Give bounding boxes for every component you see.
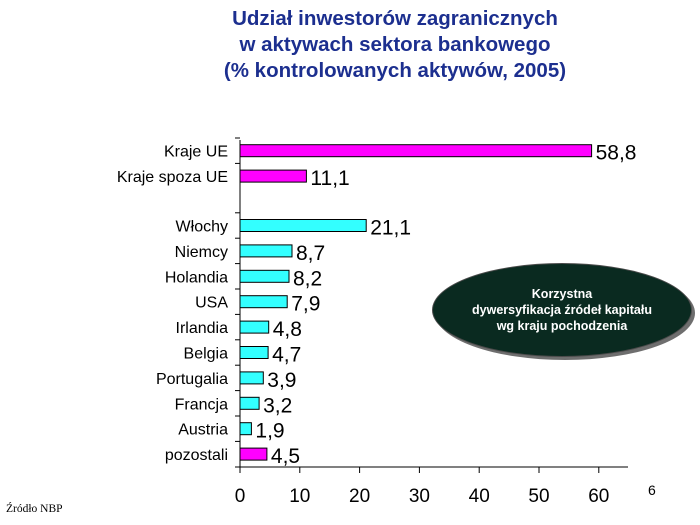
chart-title-line-2: w aktywach sektora bankowego [239, 33, 551, 56]
bar [239, 219, 367, 232]
chart-title-line-1: Udział inwestorów zagranicznych [232, 7, 558, 30]
category-label: Irlandia [176, 320, 229, 337]
bar [239, 346, 269, 359]
value-label: 1,9 [255, 420, 284, 443]
bar [239, 144, 593, 158]
category-label: Portugalia [156, 371, 228, 388]
bar [239, 422, 252, 436]
bar [239, 244, 293, 258]
x-tick-label: 0 [235, 486, 246, 507]
value-label: 11,1 [310, 167, 349, 190]
category-label: pozostali [165, 447, 228, 464]
x-tick-label: 40 [469, 486, 490, 507]
bar [239, 371, 264, 385]
category-label: Kraje spoza UE [117, 169, 228, 186]
value-label: 4,7 [272, 344, 301, 367]
callout-ellipse: Korzystna dywersyfikacja źródeł kapitału… [432, 263, 692, 357]
category-label: USA [195, 295, 228, 312]
value-label: 58,8 [596, 142, 637, 165]
callout-line-3: wg kraju pochodzenia [496, 319, 628, 333]
x-tick-label: 10 [289, 486, 310, 507]
source-note: Źródło NBP [6, 503, 63, 515]
chart-title: Udział inwestorów zagranicznych w aktywa… [150, 6, 640, 84]
category-label: Włochy [176, 219, 228, 236]
value-label: 7,9 [291, 293, 320, 316]
callout-line-2: dywersyfikacja źródeł kapitału [472, 303, 652, 317]
x-tick-label: 50 [528, 486, 549, 507]
value-label: 3,2 [263, 394, 292, 417]
category-label: Francja [175, 396, 228, 413]
x-tick-label: 30 [409, 486, 430, 507]
category-label: Niemcy [175, 244, 228, 261]
value-label: 8,2 [293, 267, 322, 290]
page-number: 6 [648, 482, 656, 498]
callout-line-1: Korzystna [531, 287, 593, 301]
bar [239, 269, 290, 283]
value-label: 4,8 [273, 318, 302, 341]
chart-title-line-3: (% kontrolowanych aktywów, 2005) [223, 59, 567, 82]
bar [239, 396, 260, 410]
value-label: 3,9 [267, 369, 296, 392]
category-label: Belgia [184, 346, 229, 363]
x-tick-label: 60 [588, 486, 609, 507]
value-label: 8,7 [296, 242, 325, 265]
value-label: 21,1 [370, 217, 411, 240]
x-tick-label: 20 [349, 486, 370, 507]
value-label: 4,5 [271, 445, 300, 468]
category-label: Austria [178, 422, 228, 439]
bar [239, 169, 307, 183]
category-label: Holandia [165, 269, 228, 286]
bar [239, 447, 268, 461]
bar [239, 295, 288, 309]
bar [239, 320, 270, 334]
category-label: Kraje UE [164, 144, 228, 161]
